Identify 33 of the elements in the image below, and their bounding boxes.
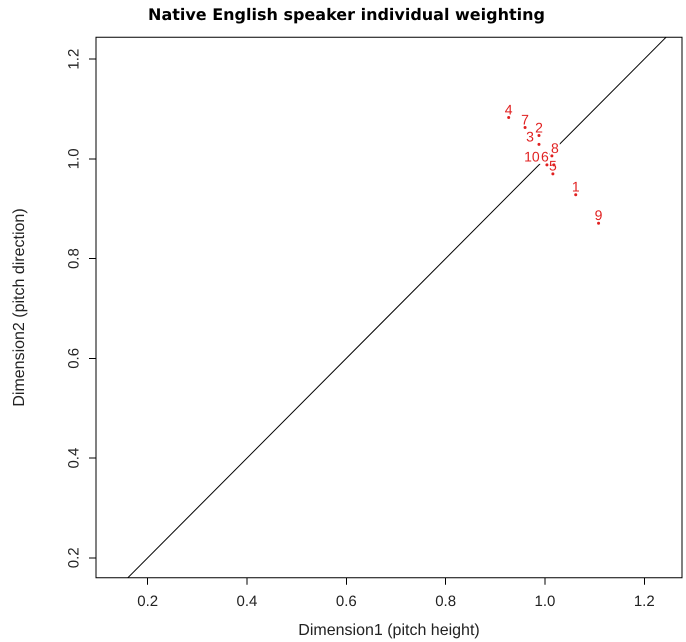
x-axis-title: Dimension1 (pitch height) — [298, 622, 480, 639]
y-axis-title: Dimension2 (pitch direction) — [11, 208, 28, 407]
y-tick-label: 1.0 — [66, 148, 83, 170]
x-tick-label: 0.8 — [435, 592, 456, 610]
point — [550, 154, 554, 158]
annotation: 7 — [521, 111, 530, 128]
point — [524, 126, 527, 129]
point — [507, 116, 510, 119]
point — [551, 172, 554, 176]
x-tick-label: 0.4 — [236, 592, 258, 610]
y-tick-label: 0.4 — [66, 448, 83, 469]
point — [574, 193, 578, 196]
annotation: 3 — [526, 128, 534, 144]
y-tick-label: 0.2 — [66, 547, 83, 568]
x-tick-label: 1.2 — [634, 592, 655, 610]
annotation: 4 — [504, 101, 513, 118]
annotation: 9 — [594, 207, 603, 224]
annotation: 8 — [550, 140, 559, 156]
point — [537, 134, 540, 137]
annotation: 6 — [540, 148, 549, 165]
x-tick-label: 0.6 — [336, 592, 357, 610]
annotation: 2 — [535, 119, 544, 136]
y-tick-label: 0.8 — [66, 248, 83, 270]
annotation: 10 — [524, 148, 540, 165]
x-tick-label: 1.0 — [534, 592, 556, 610]
annotation: 1 — [572, 178, 580, 195]
y-tick-label: 0.6 — [66, 348, 83, 369]
x-tick-label: 0.2 — [137, 592, 158, 610]
point — [597, 222, 600, 225]
chart-title: Native English speaker individual weighting — [148, 4, 545, 24]
point — [537, 142, 540, 146]
y-tick-label: 1.2 — [66, 48, 83, 70]
point — [545, 163, 548, 166]
